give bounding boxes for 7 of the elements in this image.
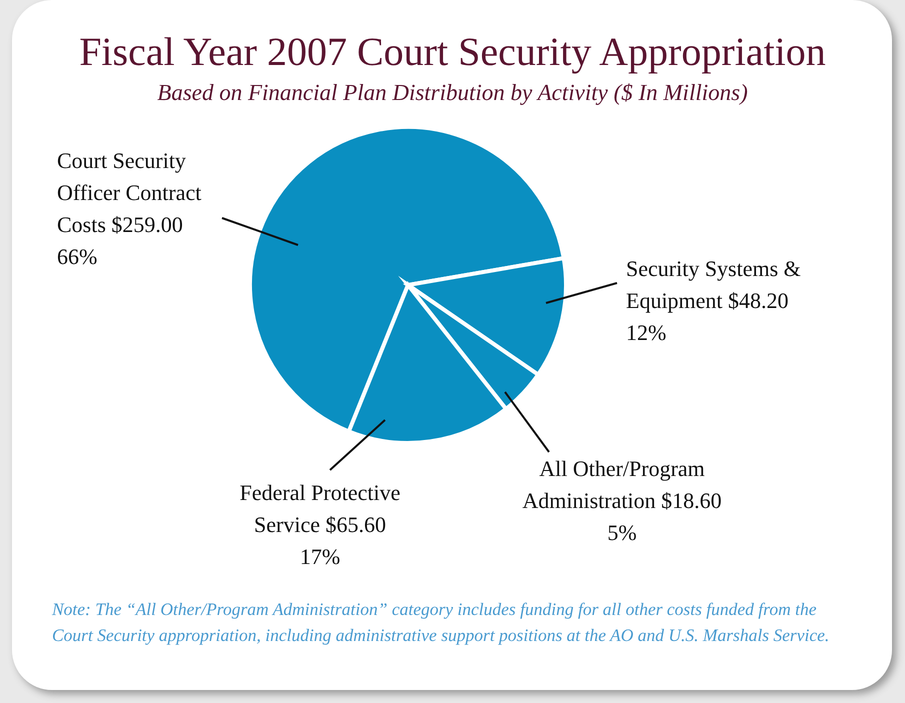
text: Note: The “All Other/Program Administration” category includes funding for all other costs funded from the Court Security appropriation, including administrative support positions at the AO and U.S. Marshals Service.	[52, 598, 830, 647]
slice-label: Court Security Officer Contract Costs $259.00 66%	[57, 148, 202, 269]
slice-label: Security Systems & Equipment $48.20 12%	[626, 256, 801, 345]
slice-label: All Other/Program Administration $18.60 5%	[522, 456, 722, 545]
chart-title: Fiscal Year 2007 Court Security Appropriation	[78, 28, 827, 75]
chart-subtitle: Based on Financial Plan Distribution by Activity ($ In Millions)	[156, 80, 749, 106]
slice-label: Federal Protective Service $65.60 17%	[240, 480, 400, 569]
